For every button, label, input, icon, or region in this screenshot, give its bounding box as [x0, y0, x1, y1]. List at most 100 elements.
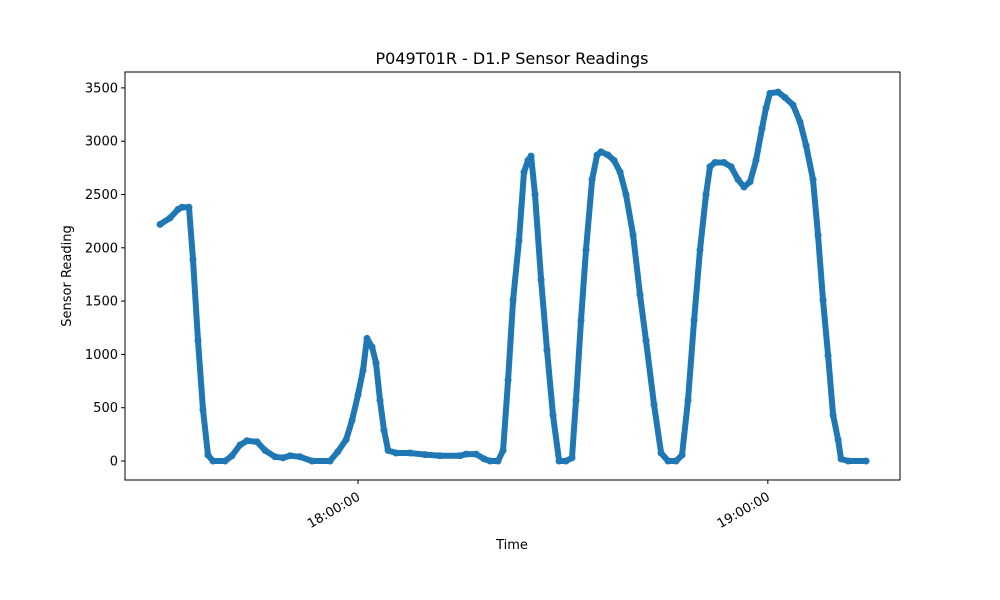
y-axis-label: Sensor Reading: [60, 225, 75, 326]
point: [372, 359, 380, 367]
point: [809, 176, 817, 184]
point: [572, 396, 580, 404]
point: [684, 396, 692, 404]
point: [520, 168, 528, 176]
point: [189, 256, 197, 264]
point: [406, 449, 414, 457]
point: [462, 450, 470, 458]
point: [650, 401, 658, 409]
point: [758, 124, 766, 132]
point: [384, 446, 392, 454]
y-tick-label: 3000: [85, 135, 118, 150]
point: [326, 457, 334, 465]
x-axis-label: Time: [495, 538, 528, 553]
point: [622, 190, 630, 198]
point: [616, 168, 624, 176]
point: [204, 451, 212, 459]
point: [720, 159, 728, 167]
point: [486, 457, 494, 465]
point: [243, 437, 251, 445]
point: [421, 451, 429, 459]
point: [392, 449, 400, 457]
y-tick-label: 1000: [85, 348, 118, 363]
chart-title: P049T01R - D1.P Sensor Readings: [376, 49, 649, 68]
point: [199, 406, 207, 414]
point: [834, 436, 842, 444]
point: [734, 176, 742, 184]
point: [678, 451, 686, 459]
point: [636, 291, 644, 299]
point: [509, 296, 517, 304]
point: [568, 454, 576, 462]
point: [279, 454, 287, 462]
point: [286, 452, 294, 460]
point: [796, 118, 804, 126]
point: [642, 337, 650, 345]
point: [531, 190, 539, 198]
point: [819, 296, 827, 304]
point: [781, 93, 789, 101]
point: [752, 156, 760, 164]
point: [543, 346, 551, 354]
point: [774, 88, 782, 96]
point: [253, 438, 261, 446]
point: [844, 457, 852, 465]
y-tick-label: 500: [93, 401, 118, 416]
point: [789, 101, 797, 109]
y-tick-label: 0: [110, 455, 118, 470]
point: [376, 396, 384, 404]
y-tick-label: 2500: [85, 188, 118, 203]
point: [814, 231, 822, 239]
point: [537, 276, 545, 284]
y-tick-label: 2000: [85, 241, 118, 256]
point: [762, 104, 770, 112]
point: [166, 214, 174, 222]
point: [588, 176, 596, 184]
point: [271, 453, 279, 461]
point: [334, 447, 342, 455]
point: [504, 376, 512, 384]
point: [456, 452, 464, 460]
point: [577, 316, 585, 324]
point: [527, 152, 535, 160]
point: [194, 337, 202, 345]
y-tick-label: 3500: [85, 81, 118, 96]
point: [690, 316, 698, 324]
point: [766, 89, 774, 97]
point: [515, 236, 523, 244]
point: [555, 457, 563, 465]
point: [348, 417, 356, 425]
point: [802, 141, 810, 149]
point: [178, 203, 186, 211]
point: [727, 163, 735, 171]
point: [436, 452, 444, 460]
point: [862, 457, 870, 465]
point: [368, 343, 376, 351]
point: [562, 457, 570, 465]
point: [702, 190, 710, 198]
point: [696, 246, 704, 254]
y-tick-label: 1500: [85, 295, 118, 310]
point: [657, 449, 665, 457]
point: [837, 455, 845, 463]
point: [672, 457, 680, 465]
point: [610, 156, 618, 164]
point: [472, 450, 480, 458]
point: [342, 436, 350, 444]
point: [261, 446, 269, 454]
point: [494, 457, 502, 465]
point: [706, 163, 714, 171]
point: [711, 159, 719, 167]
point: [185, 203, 193, 211]
point: [209, 457, 217, 465]
point: [308, 457, 316, 465]
point: [221, 457, 229, 465]
point: [664, 457, 672, 465]
point: [829, 411, 837, 419]
point: [228, 452, 236, 460]
point: [354, 391, 362, 399]
point: [156, 220, 164, 228]
point: [296, 453, 304, 461]
